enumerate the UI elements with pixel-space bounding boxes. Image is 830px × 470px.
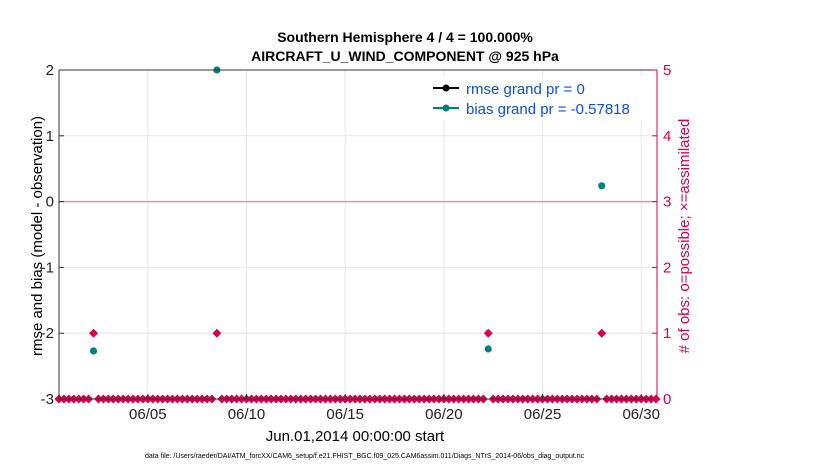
y-axis-label-right: # of obs: o=possible; ×=assimilated [676, 119, 693, 354]
ticks: 06/05 06/10 06/15 06/20 06/25 06/30 -3 -2 -1 0 1 2 0… [41, 62, 672, 423]
y-right-tick-label: 5 [663, 62, 671, 79]
legend-entry-bias: bias grand pr = -0.57818 [466, 101, 630, 118]
y-axis-label-left: rmse and bias (model - observation) [29, 116, 46, 356]
obs-markers [54, 328, 661, 404]
data-file-footer: data file: /Users/raeder/DAI/ATM_forcXX/… [145, 453, 585, 460]
y-right-tick-label: 3 [663, 194, 671, 211]
bias-point [598, 182, 606, 190]
bias-point [484, 345, 492, 353]
legend: rmse grand pr = 0 bias grand pr = -0.578… [425, 76, 647, 120]
x-tick-label: 06/30 [622, 406, 660, 423]
axes [58, 69, 658, 400]
x-tick-label: 06/15 [326, 406, 364, 423]
obs-count-point [89, 328, 99, 338]
data-markers [89, 66, 606, 355]
x-tick-label: 06/10 [228, 406, 266, 423]
y-left-tick-label: 1 [46, 128, 54, 145]
y-left-tick-label: 2 [46, 62, 54, 79]
legend-entry-rmse: rmse grand pr = 0 [466, 81, 585, 98]
legend-marker-bias [442, 104, 450, 112]
chart-title: Southern Hemisphere 4 / 4 = 100.000% [277, 29, 533, 45]
obs-count-point [212, 328, 222, 338]
x-tick-label: 06/20 [425, 406, 463, 423]
legend-box [425, 76, 647, 120]
obs-count-point [483, 328, 493, 338]
y-right-tick-label: 4 [663, 128, 671, 145]
x-tick-label: 06/05 [129, 406, 167, 423]
y-left-tick-label: -3 [41, 391, 54, 408]
y-right-tick-label: 0 [663, 391, 671, 408]
legend-marker-rmse [442, 84, 450, 92]
y-right-tick-label: 2 [663, 259, 671, 276]
chart-subtitle: AIRCRAFT_U_WIND_COMPONENT @ 925 hPa [251, 48, 559, 64]
obs-count-point [597, 328, 607, 338]
x-axis-label: Jun.01,2014 00:00:00 start [266, 428, 445, 445]
x-tick-label: 06/25 [524, 406, 562, 423]
y-left-tick-label: 0 [46, 194, 54, 211]
y-right-tick-label: 1 [663, 325, 671, 342]
bias-point [89, 347, 98, 355]
y-left-tick-label: -1 [41, 259, 54, 276]
y-left-tick-label: -2 [41, 325, 54, 342]
